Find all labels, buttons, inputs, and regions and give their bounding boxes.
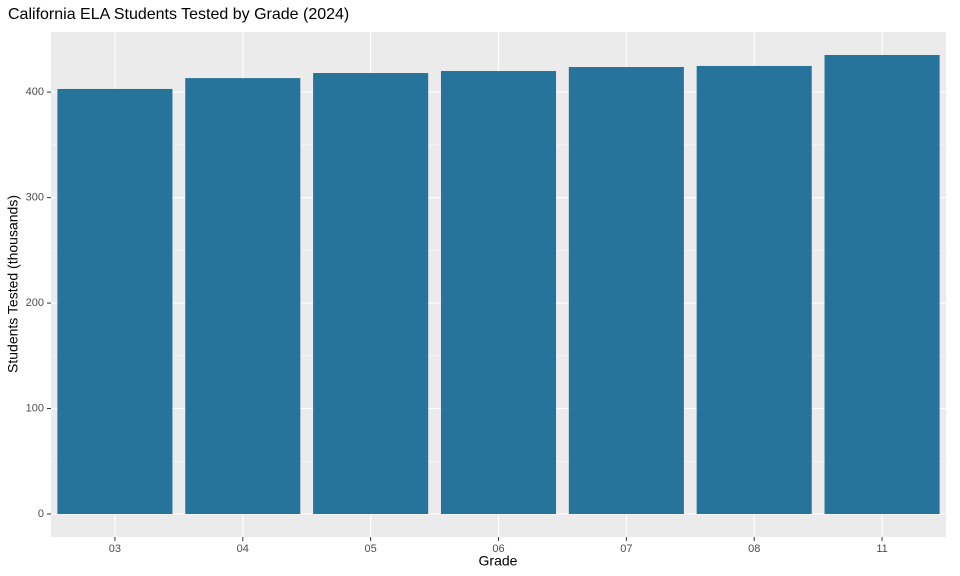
x-axis-title: Grade [479,553,518,569]
chart-title: California ELA Students Tested by Grade … [8,6,349,23]
bar [57,88,173,515]
y-tick-label: 0 [38,508,44,520]
x-tick-label: 04 [237,543,249,555]
y-tick-label: 100 [26,402,44,414]
x-tick-label: 05 [365,543,377,555]
bar [696,65,812,515]
x-tick-label: 07 [620,543,632,555]
y-tick-label: 200 [26,297,44,309]
bar [440,71,557,515]
y-tick-label: 300 [26,191,44,203]
x-tick-label: 08 [748,543,760,555]
bar [185,78,301,515]
x-tick-label: 06 [492,543,504,555]
bar [568,67,684,515]
x-tick-label: 03 [109,543,121,555]
bar [313,73,429,515]
y-tick-label: 400 [26,86,44,98]
x-tick-label: 11 [876,543,887,555]
y-axis-title: Students Tested (thousands) [5,195,21,373]
bar [824,54,940,515]
